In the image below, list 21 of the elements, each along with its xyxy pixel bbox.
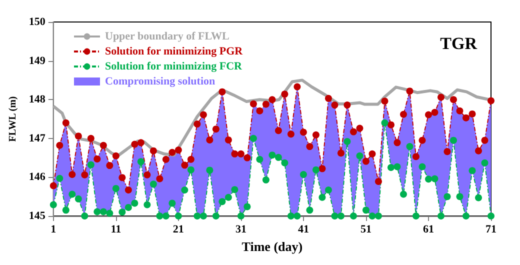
x-tick-label: 31: [235, 224, 246, 236]
legend-label: Solution for minimizing FCR: [105, 60, 244, 72]
x-tick-label: 51: [360, 224, 372, 236]
x-axis-title: Time (day): [242, 238, 303, 254]
x-tick-label: 61: [422, 224, 434, 236]
legend-label: Compromising solution: [105, 76, 216, 88]
legend-label: Solution for minimizing PGR: [105, 46, 244, 58]
y-tick-label: 148: [28, 94, 46, 106]
x-tick-label: 71: [486, 224, 496, 236]
y-tick-label: 149: [28, 54, 46, 67]
x-tick-label: 41: [298, 224, 309, 236]
y-tick-label: 146: [28, 171, 46, 184]
y-tick-label: 150: [28, 16, 46, 28]
x-tick-label: 21: [172, 224, 184, 236]
y-axis-title: FLWL (m): [8, 96, 18, 142]
text: TGR: [440, 34, 478, 53]
legend-label: Upper boundary of FLWL: [105, 30, 230, 42]
x-tick-label: 1: [50, 224, 56, 236]
y-tick-label: 145: [28, 210, 46, 222]
y-tick-label: 147: [28, 132, 46, 144]
x-tick-label: 11: [110, 224, 122, 236]
